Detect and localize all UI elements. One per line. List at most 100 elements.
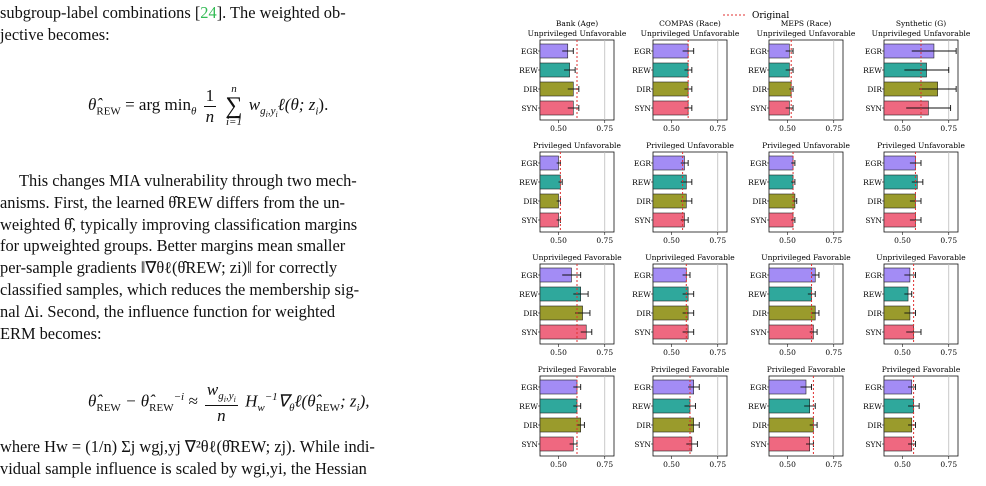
bar-rew	[768, 174, 794, 190]
bar-dir	[539, 417, 582, 433]
panel-row-title: Unprivileged Favorable	[876, 253, 966, 262]
category-label: SYN	[750, 440, 767, 449]
panel-frame	[768, 375, 844, 457]
x-tick-label: 0.75	[940, 348, 957, 357]
x-tick-label: 0.50	[663, 348, 680, 357]
bar-dir	[652, 417, 695, 433]
text-line: ]. The weighted ob-	[216, 3, 346, 22]
x-tick-label: 0.75	[596, 124, 613, 133]
x-tick-label: 0.50	[663, 236, 680, 245]
category-label: DIR	[523, 421, 538, 430]
category-label: DIR	[867, 197, 882, 206]
panel-row-title: Unprivileged Favorable	[532, 253, 622, 262]
category-label: DIR	[523, 197, 538, 206]
text-line: vidual sample influence is scaled by wgi…	[0, 458, 367, 478]
x-tick-label: 0.50	[550, 348, 567, 357]
category-label: DIR	[752, 309, 767, 318]
bar-dir	[768, 305, 816, 321]
category-label: REW	[632, 290, 651, 299]
bar-rew	[652, 62, 689, 78]
bar-dir	[768, 193, 796, 209]
text-line: anisms. First, the learned θ̂REW differs…	[0, 192, 346, 212]
category-label: SYN	[634, 440, 651, 449]
category-label: SYN	[521, 216, 538, 225]
bar-egr	[539, 155, 559, 171]
bar-syn	[768, 324, 814, 340]
bar-egr	[652, 267, 687, 283]
category-label: SYN	[521, 104, 538, 113]
category-label: SYN	[750, 216, 767, 225]
bar-rew	[539, 174, 561, 190]
bar-egr	[652, 155, 685, 171]
category-label: REW	[863, 66, 882, 75]
bar-syn	[768, 436, 811, 452]
text-line: per-sample gradients ‖∇θℓ(θ̂REW; zi)‖ fo…	[0, 258, 338, 278]
category-label: EGR	[634, 271, 651, 280]
x-tick-label: 0.50	[663, 124, 680, 133]
x-tick-label: 0.50	[779, 124, 796, 133]
bar-syn	[539, 212, 559, 228]
category-label: DIR	[636, 309, 651, 318]
panel-row-title: Privileged Favorable	[767, 365, 846, 374]
bar-dir	[539, 193, 559, 209]
panel-row-title: Privileged Favorable	[882, 365, 961, 374]
category-label: DIR	[867, 421, 882, 430]
panel-frame	[652, 263, 728, 345]
panel-frame	[539, 151, 615, 233]
panel-column-title: MEPS (Race)	[781, 19, 832, 28]
panel-frame	[883, 375, 959, 457]
category-label: EGR	[750, 271, 767, 280]
bar-egr	[652, 379, 695, 395]
text-line: This changes MIA vulnerability through t…	[19, 171, 357, 190]
panel-frame	[883, 263, 959, 345]
bar-syn	[768, 212, 794, 228]
x-tick-label: 0.75	[825, 236, 842, 245]
text-line: nal Δi. Second, the influence function f…	[0, 301, 336, 321]
x-tick-label: 0.50	[779, 460, 796, 469]
panel-column-title: Synthetic (G)	[896, 19, 946, 28]
category-label: DIR	[636, 421, 651, 430]
panel-row-title: Unprivileged Favorable	[761, 253, 851, 262]
paragraph-hessian: where Hw = (1/n) Σj wgj,yj ∇²θℓ(θ̂REW; z…	[0, 436, 476, 480]
x-tick-label: 0.50	[550, 124, 567, 133]
category-label: DIR	[752, 421, 767, 430]
x-tick-label: 0.50	[894, 348, 911, 357]
category-label: DIR	[867, 85, 882, 94]
paragraph-body: This changes MIA vulnerability through t…	[0, 171, 359, 343]
category-label: SYN	[865, 104, 882, 113]
bar-rew	[539, 398, 578, 414]
panel-row-title: Privileged Unfavorable	[533, 141, 621, 150]
category-label: DIR	[636, 85, 651, 94]
panel-row-title: Privileged Unfavorable	[762, 141, 850, 150]
x-tick-label: 0.50	[894, 460, 911, 469]
category-label: DIR	[523, 85, 538, 94]
category-label: EGR	[521, 271, 538, 280]
category-label: EGR	[634, 383, 651, 392]
bar-egr	[768, 267, 816, 283]
category-label: EGR	[865, 271, 882, 280]
category-label: REW	[632, 66, 651, 75]
category-label: REW	[748, 402, 767, 411]
category-label: REW	[748, 178, 767, 187]
bar-syn	[652, 100, 689, 116]
bar-dir	[883, 417, 913, 433]
x-tick-label: 0.75	[596, 236, 613, 245]
paragraph-body: where Hw = (1/n) Σj wgj,yj ∇²θℓ(θ̂REW; z…	[0, 437, 375, 478]
category-label: SYN	[865, 328, 882, 337]
category-label: EGR	[865, 47, 882, 56]
citation-link[interactable]: 24	[200, 3, 217, 22]
text-line: jective becomes:	[0, 24, 110, 44]
category-label: REW	[632, 402, 651, 411]
category-label: EGR	[750, 383, 767, 392]
category-label: EGR	[750, 47, 767, 56]
bar-dir	[768, 81, 792, 97]
bar-egr	[539, 379, 578, 395]
category-label: REW	[748, 290, 767, 299]
x-tick-label: 0.75	[596, 460, 613, 469]
panel-row-title: Privileged Favorable	[538, 365, 617, 374]
category-label: EGR	[521, 159, 538, 168]
category-label: REW	[632, 178, 651, 187]
x-tick-label: 0.50	[894, 236, 911, 245]
